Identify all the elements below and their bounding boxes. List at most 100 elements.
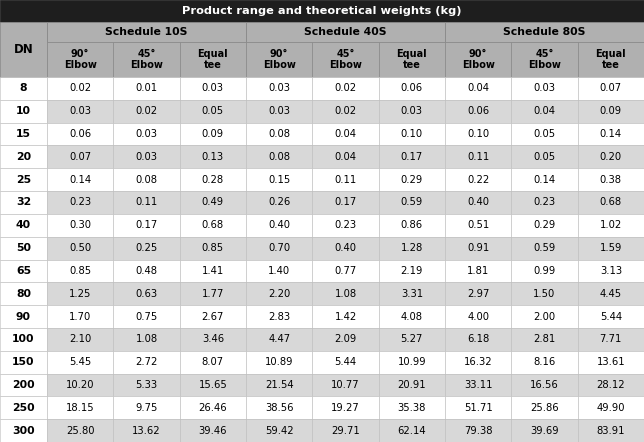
Bar — [47, 236, 113, 259]
Bar — [246, 191, 312, 214]
Text: 25.86: 25.86 — [530, 403, 559, 413]
Bar — [47, 22, 246, 42]
Bar — [511, 373, 578, 396]
Bar — [47, 282, 113, 305]
Bar — [379, 373, 445, 396]
Bar — [246, 168, 312, 191]
Bar — [578, 282, 644, 305]
Text: 19.27: 19.27 — [331, 403, 360, 413]
Text: 0.17: 0.17 — [401, 152, 423, 162]
Bar — [312, 191, 379, 214]
Text: 3.46: 3.46 — [202, 334, 224, 344]
Bar — [511, 168, 578, 191]
Text: 5.27: 5.27 — [401, 334, 423, 344]
Text: 0.04: 0.04 — [334, 129, 357, 139]
Bar — [578, 396, 644, 419]
Text: 80: 80 — [16, 289, 31, 299]
Bar — [379, 168, 445, 191]
Bar — [0, 77, 47, 100]
Bar — [246, 328, 312, 351]
Text: 2.10: 2.10 — [69, 334, 91, 344]
Text: 0.29: 0.29 — [401, 175, 423, 185]
Text: 0.15: 0.15 — [268, 175, 290, 185]
Bar — [511, 42, 578, 77]
Bar — [379, 259, 445, 282]
Text: 0.14: 0.14 — [69, 175, 91, 185]
Text: 10.89: 10.89 — [265, 357, 294, 367]
Bar — [379, 77, 445, 100]
Bar — [445, 214, 511, 236]
Bar — [113, 145, 180, 168]
Bar — [180, 42, 246, 77]
Bar — [511, 236, 578, 259]
Bar — [312, 42, 379, 77]
Bar — [578, 328, 644, 351]
Text: 10.20: 10.20 — [66, 380, 95, 390]
Text: 200: 200 — [12, 380, 35, 390]
Text: 0.17: 0.17 — [334, 198, 357, 207]
Bar — [0, 419, 47, 442]
Text: 0.91: 0.91 — [467, 243, 489, 253]
Text: 0.28: 0.28 — [202, 175, 224, 185]
Text: 8.07: 8.07 — [202, 357, 224, 367]
Bar — [113, 259, 180, 282]
Text: 33.11: 33.11 — [464, 380, 493, 390]
Text: 0.68: 0.68 — [600, 198, 622, 207]
Text: 2.83: 2.83 — [268, 312, 290, 321]
Text: 0.04: 0.04 — [467, 84, 489, 93]
Bar — [379, 214, 445, 236]
Bar — [47, 214, 113, 236]
Bar — [113, 419, 180, 442]
Bar — [511, 77, 578, 100]
Bar — [180, 396, 246, 419]
Bar — [47, 305, 113, 328]
Text: 1.02: 1.02 — [600, 220, 622, 230]
Text: 50: 50 — [16, 243, 31, 253]
Bar — [445, 328, 511, 351]
Bar — [578, 191, 644, 214]
Text: 0.13: 0.13 — [202, 152, 224, 162]
Text: 49.90: 49.90 — [596, 403, 625, 413]
Bar — [445, 77, 511, 100]
Text: 7.71: 7.71 — [600, 334, 622, 344]
Text: 13.62: 13.62 — [132, 426, 161, 436]
Text: 0.03: 0.03 — [135, 129, 158, 139]
Text: 0.14: 0.14 — [533, 175, 556, 185]
Text: 39.69: 39.69 — [530, 426, 559, 436]
Text: 18.15: 18.15 — [66, 403, 95, 413]
Bar — [0, 214, 47, 236]
Text: 0.40: 0.40 — [334, 243, 357, 253]
Bar — [47, 396, 113, 419]
Text: 0.07: 0.07 — [69, 152, 91, 162]
Text: 16.32: 16.32 — [464, 357, 493, 367]
Text: 4.47: 4.47 — [268, 334, 290, 344]
Text: DN: DN — [14, 43, 33, 56]
Text: Equal
tee: Equal tee — [397, 49, 427, 70]
Bar — [312, 100, 379, 122]
Text: 2.19: 2.19 — [401, 266, 423, 276]
Bar — [0, 22, 47, 77]
Bar — [445, 259, 511, 282]
Bar — [246, 282, 312, 305]
Text: 90: 90 — [16, 312, 31, 321]
Bar — [0, 373, 47, 396]
Text: 5.45: 5.45 — [69, 357, 91, 367]
Bar — [445, 373, 511, 396]
Text: 20: 20 — [16, 152, 31, 162]
Text: 0.06: 0.06 — [401, 84, 423, 93]
Bar — [113, 373, 180, 396]
Text: 0.02: 0.02 — [135, 106, 158, 116]
Text: 0.02: 0.02 — [334, 106, 357, 116]
Text: 0.63: 0.63 — [135, 289, 158, 299]
Text: 0.23: 0.23 — [69, 198, 91, 207]
Bar — [47, 168, 113, 191]
Text: 0.04: 0.04 — [533, 106, 556, 116]
Text: 0.51: 0.51 — [467, 220, 489, 230]
Text: 0.10: 0.10 — [467, 129, 489, 139]
Text: 0.49: 0.49 — [202, 198, 224, 207]
Bar — [511, 419, 578, 442]
Text: 0.06: 0.06 — [467, 106, 489, 116]
Text: 0.86: 0.86 — [401, 220, 423, 230]
Bar — [445, 351, 511, 373]
Text: 0.25: 0.25 — [135, 243, 158, 253]
